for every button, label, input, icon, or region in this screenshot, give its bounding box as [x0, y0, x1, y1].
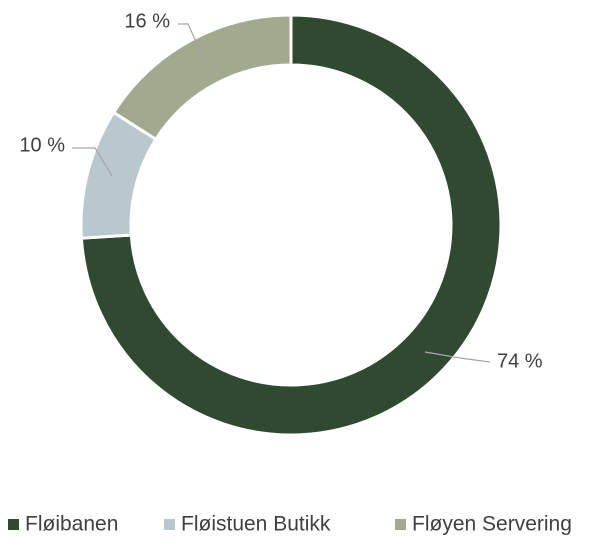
legend-swatch — [164, 519, 175, 530]
data-label: 10 % — [19, 134, 65, 156]
legend-label: Fløistuen Butikk — [181, 513, 331, 536]
leader-line — [72, 147, 113, 177]
legend-swatch — [8, 519, 19, 530]
donut-slice — [111, 13, 293, 142]
data-label: 16 % — [124, 10, 170, 32]
data-label: 74 % — [497, 350, 543, 372]
donut-slice — [79, 13, 503, 437]
leader-line — [424, 351, 491, 363]
legend-swatch — [395, 519, 406, 530]
legend-label: Fløibanen — [25, 513, 118, 536]
legend-label: Fløyen Servering — [412, 513, 572, 536]
leader-line — [178, 23, 206, 63]
